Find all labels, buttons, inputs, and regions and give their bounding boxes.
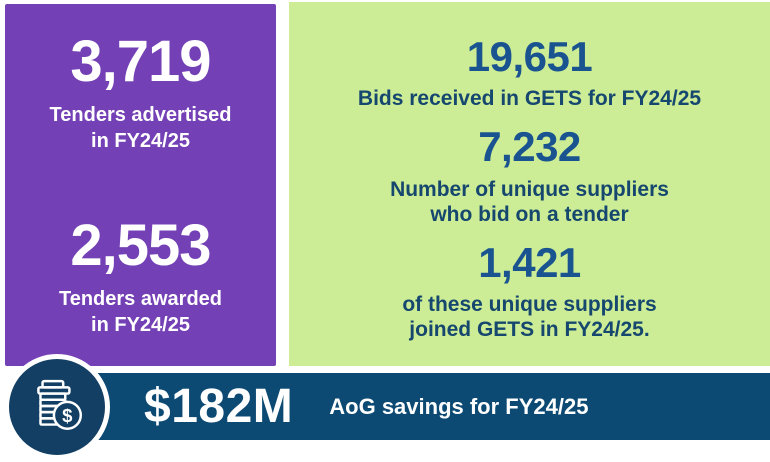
- savings-value: $182M: [144, 380, 294, 433]
- label-line: of these unique suppliers: [402, 293, 657, 317]
- stat-bids-received: 19,651 Bids received in GETS for FY24/25: [289, 33, 770, 111]
- stat-unique-suppliers: 7,232 Number of unique suppliers who bid…: [289, 124, 770, 227]
- unique-suppliers-label: Number of unique suppliers who bid on a …: [289, 177, 770, 227]
- tenders-advertised-value: 3,719: [70, 29, 211, 94]
- label-line: joined GETS in FY24/25.: [409, 318, 650, 342]
- label-line: who bid on a tender: [430, 202, 629, 226]
- bids-received-label: Bids received in GETS for FY24/25: [289, 86, 770, 111]
- label-line: Number of unique suppliers: [390, 177, 669, 201]
- savings-bar: $182M AoG savings for FY24/25: [52, 373, 770, 440]
- dollar-sign-glyph: $: [62, 405, 73, 426]
- tenders-advertised-label: Tenders advertised in FY24/25: [5, 102, 276, 154]
- stat-tenders-awarded: 2,553 Tenders awarded in FY24/25: [5, 212, 276, 338]
- bids-panel: 19,651 Bids received in GETS for FY24/25…: [289, 2, 770, 366]
- new-suppliers-value: 1,421: [478, 238, 581, 286]
- tenders-panel: 3,719 Tenders advertised in FY24/25 2,55…: [5, 4, 276, 366]
- coins-dollar-icon: $: [4, 354, 110, 460]
- stat-tenders-advertised: 3,719 Tenders advertised in FY24/25: [5, 30, 276, 154]
- new-suppliers-label: of these unique suppliers joined GETS in…: [289, 292, 770, 342]
- bids-received-value: 19,651: [466, 33, 593, 80]
- tenders-awarded-value: 2,553: [70, 212, 211, 278]
- tenders-awarded-label: Tenders awarded in FY24/25: [5, 286, 276, 338]
- label-line: in FY24/25: [91, 313, 190, 336]
- label-line: in FY24/25: [91, 129, 190, 152]
- unique-suppliers-value: 7,232: [478, 123, 581, 171]
- label-line: Tenders advertised: [49, 103, 232, 126]
- stat-new-suppliers: 1,421 of these unique suppliers joined G…: [289, 238, 770, 343]
- label-line: Bids received in GETS for FY24/25: [357, 87, 702, 111]
- savings-label: AoG savings for FY24/25: [329, 393, 589, 419]
- label-line: Tenders awarded: [58, 287, 223, 310]
